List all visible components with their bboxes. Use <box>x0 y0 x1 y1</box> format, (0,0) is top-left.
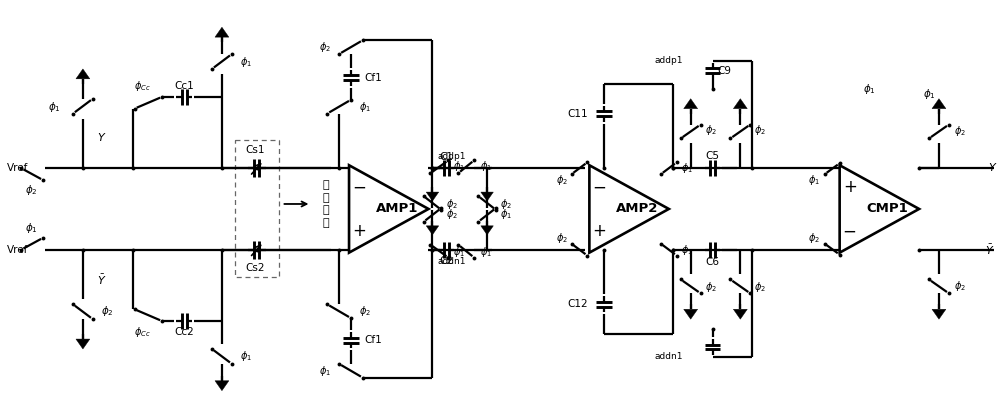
Polygon shape <box>426 226 439 235</box>
Polygon shape <box>76 339 90 349</box>
Text: $\phi_{1}$: $\phi_{1}$ <box>240 55 252 69</box>
Text: $\phi_{1}$: $\phi_{1}$ <box>808 173 820 187</box>
Text: Y: Y <box>97 133 104 143</box>
Text: $\phi_{2}$: $\phi_{2}$ <box>954 125 966 139</box>
Text: Cc1: Cc1 <box>174 81 194 91</box>
Text: $+$: $+$ <box>592 222 606 240</box>
Text: Cc2: Cc2 <box>174 327 194 337</box>
Text: $\phi_{1}$: $\phi_{1}$ <box>319 364 331 378</box>
Text: $\phi_{2}$: $\phi_{2}$ <box>556 173 568 187</box>
Text: addp1: addp1 <box>437 152 466 161</box>
Polygon shape <box>76 69 90 79</box>
Text: $\phi_{2}$: $\phi_{2}$ <box>25 183 38 197</box>
Text: Y: Y <box>988 163 995 173</box>
Text: C5: C5 <box>706 151 720 161</box>
Text: $\phi_{1}$: $\phi_{1}$ <box>863 82 876 96</box>
Text: $\phi_{2}$: $\phi_{2}$ <box>808 231 820 245</box>
Text: $\phi_{1}$: $\phi_{1}$ <box>681 243 693 257</box>
Text: $\phi_{1}$: $\phi_{1}$ <box>25 221 38 235</box>
Text: $+$: $+$ <box>352 222 366 240</box>
Text: Cs1: Cs1 <box>245 145 264 155</box>
Text: $\phi_{1}$: $\phi_{1}$ <box>923 87 935 101</box>
Text: Cf1: Cf1 <box>364 335 382 345</box>
Polygon shape <box>481 192 493 201</box>
Text: C12: C12 <box>568 299 588 309</box>
Polygon shape <box>684 99 698 109</box>
Text: $\phi_{1}$: $\phi_{1}$ <box>480 245 492 259</box>
Polygon shape <box>215 27 229 37</box>
Text: $-$: $-$ <box>352 178 366 196</box>
Text: $-$: $-$ <box>592 178 606 196</box>
Text: $+$: $+$ <box>843 178 857 196</box>
Text: CMP1: CMP1 <box>866 202 908 216</box>
Text: $\phi_{2}$: $\phi_{2}$ <box>446 197 458 211</box>
Text: C2: C2 <box>439 256 453 266</box>
Text: Cs2: Cs2 <box>245 262 264 272</box>
Text: $\phi_{2}$: $\phi_{2}$ <box>954 279 966 293</box>
Text: $\phi_{1}$: $\phi_{1}$ <box>453 159 465 173</box>
Text: AMP1: AMP1 <box>376 202 418 216</box>
Text: $\phi_{1}$: $\phi_{1}$ <box>681 161 693 175</box>
Text: $\phi_{1}$: $\phi_{1}$ <box>359 100 371 114</box>
Text: $\phi_{1}$: $\phi_{1}$ <box>480 159 492 173</box>
Polygon shape <box>349 165 428 253</box>
Polygon shape <box>932 309 946 319</box>
Text: $\phi_{1}$: $\phi_{1}$ <box>453 245 465 259</box>
Polygon shape <box>684 309 698 319</box>
Text: $\phi_{2}$: $\phi_{2}$ <box>319 40 331 54</box>
Text: $\phi_{2}$: $\phi_{2}$ <box>754 280 766 295</box>
Text: $\phi_{2}$: $\phi_{2}$ <box>500 197 512 211</box>
Text: $\phi_{2}$: $\phi_{2}$ <box>359 304 371 318</box>
Text: $\phi_{2}$: $\phi_{2}$ <box>754 123 766 137</box>
Text: $\bar{Y}$: $\bar{Y}$ <box>985 243 995 257</box>
Text: addn1: addn1 <box>654 352 683 361</box>
Polygon shape <box>481 226 493 235</box>
Text: Vref: Vref <box>7 163 29 173</box>
Polygon shape <box>426 192 439 201</box>
Text: $\phi_{2}$: $\phi_{2}$ <box>556 231 568 245</box>
Text: addn1: addn1 <box>437 257 466 266</box>
Text: $\phi_{1}$: $\phi_{1}$ <box>240 349 252 363</box>
Text: $\phi_{1}$: $\phi_{1}$ <box>48 100 61 114</box>
Polygon shape <box>733 99 747 109</box>
Text: C9: C9 <box>717 66 731 76</box>
Text: $\phi_{Cc}$: $\phi_{Cc}$ <box>134 79 151 93</box>
Polygon shape <box>733 309 747 319</box>
Text: C11: C11 <box>568 109 588 118</box>
Polygon shape <box>589 165 669 253</box>
Text: 加
速
度
计: 加 速 度 计 <box>323 181 330 228</box>
Text: Vref: Vref <box>7 245 29 255</box>
Text: addp1: addp1 <box>654 56 683 65</box>
Text: $\phi_{1}$: $\phi_{1}$ <box>500 207 512 221</box>
Text: $\phi_{Cc}$: $\phi_{Cc}$ <box>134 325 151 339</box>
Text: $-$: $-$ <box>842 222 857 240</box>
Text: $\phi_{2}$: $\phi_{2}$ <box>101 304 113 318</box>
Polygon shape <box>840 165 919 253</box>
Polygon shape <box>215 381 229 391</box>
Text: Cf1: Cf1 <box>364 73 382 83</box>
Text: C1: C1 <box>439 152 453 162</box>
Text: C6: C6 <box>706 257 720 266</box>
Text: $\phi_{2}$: $\phi_{2}$ <box>446 207 458 221</box>
Text: $\bar{Y}$: $\bar{Y}$ <box>97 272 106 287</box>
Polygon shape <box>932 99 946 109</box>
Text: AMP2: AMP2 <box>616 202 658 216</box>
Text: $\phi_{2}$: $\phi_{2}$ <box>705 280 717 295</box>
Text: $\phi_{2}$: $\phi_{2}$ <box>705 123 717 137</box>
